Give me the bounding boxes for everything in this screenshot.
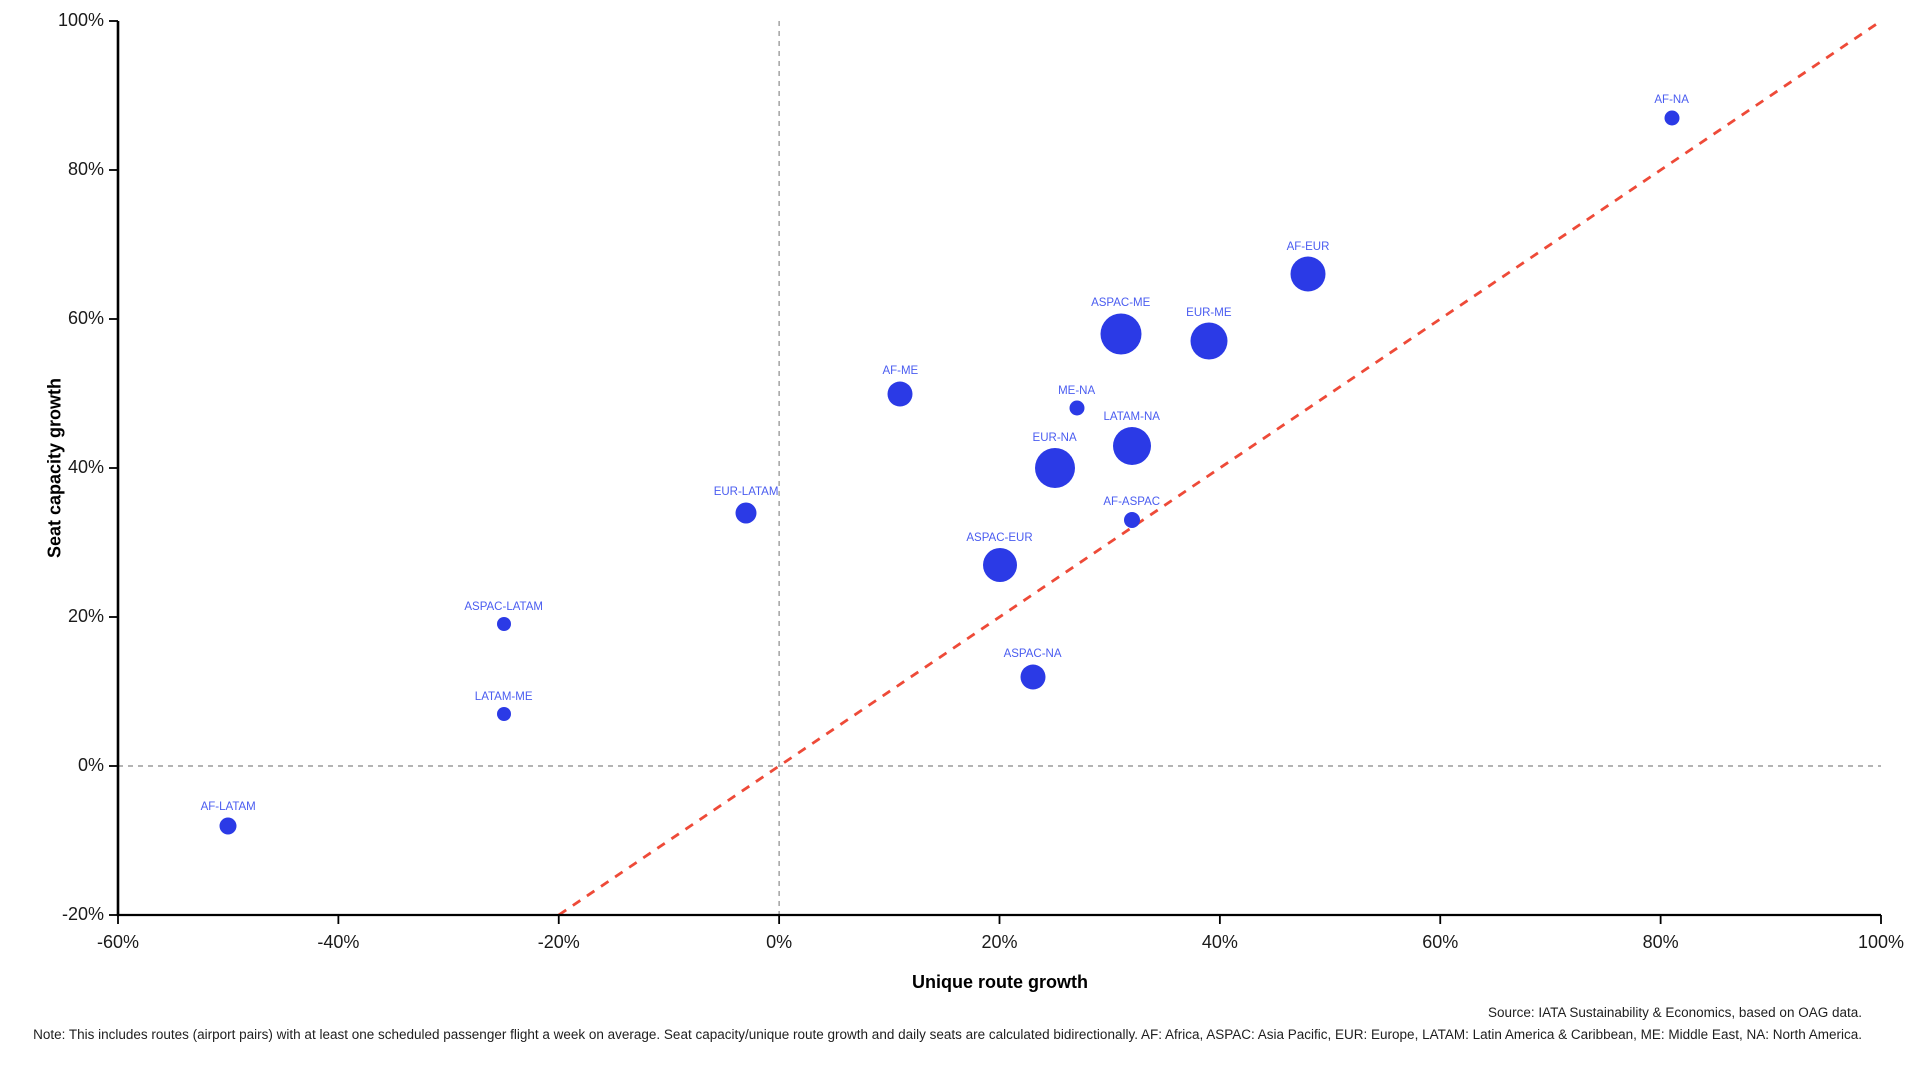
data-point-bubble-latam-me: [496, 706, 511, 721]
data-point-bubble-me-na: [1069, 400, 1085, 416]
data-point-bubble-af-eur: [1290, 256, 1326, 292]
note-text: Note: This includes routes (airport pair…: [33, 1027, 1862, 1042]
data-point-bubble-af-na: [1664, 110, 1680, 126]
data-point-label-af-eur: AF-EUR: [1286, 240, 1330, 253]
data-point-label-latam-me: LATAM-ME: [474, 690, 533, 703]
data-point-label-me-na: ME-NA: [1058, 384, 1096, 397]
x-tick-label: 60%: [1422, 932, 1459, 952]
source-text: Source: IATA Sustainability & Economics,…: [1488, 1005, 1862, 1020]
x-tick-label: 0%: [766, 932, 793, 952]
data-point-label-aspac-eur: ASPAC-EUR: [966, 531, 1033, 544]
data-point-label-eur-na: EUR-NA: [1032, 432, 1077, 444]
x-tick-label: 80%: [1642, 932, 1679, 952]
x-tick-label: -20%: [537, 932, 580, 952]
y-tick-label: 80%: [67, 159, 104, 179]
data-point-bubble-af-me: [887, 381, 913, 406]
data-point-label-aspac-latam: ASPAC-LATAM: [464, 601, 543, 614]
y-tick-label: 60%: [67, 308, 104, 328]
data-point-bubble-af-aspac: [1123, 512, 1140, 529]
parity-line: [557, 19, 1882, 917]
y-tick-label: 20%: [67, 606, 104, 626]
x-tick-label: 100%: [1857, 932, 1905, 952]
data-point-bubble-eur-na: [1034, 448, 1075, 488]
data-point-label-latam-na: LATAM-NA: [1103, 410, 1160, 423]
y-tick-label: 100%: [57, 10, 104, 30]
x-tick-label: -60%: [96, 932, 140, 952]
x-tick-label: 20%: [981, 932, 1018, 952]
x-tick-label: 40%: [1201, 932, 1238, 952]
data-point-bubble-af-latam: [219, 817, 237, 835]
data-point-label-af-latam: AF-LATAM: [200, 801, 256, 814]
data-point-bubble-aspac-eur: [982, 547, 1017, 582]
data-point-label-aspac-me: ASPAC-ME: [1091, 297, 1151, 310]
data-point-label-af-na: AF-NA: [1654, 94, 1689, 107]
data-point-label-af-me: AF-ME: [882, 365, 919, 377]
data-point-bubble-aspac-na: [1020, 664, 1046, 690]
x-axis-title: Unique route growth: [912, 972, 1088, 992]
data-point-label-eur-me: EUR-ME: [1186, 306, 1232, 319]
data-point-bubble-eur-latam: [735, 502, 757, 524]
data-point-label-af-aspac: AF-ASPAC: [1103, 496, 1161, 509]
y-tick-label: 40%: [67, 457, 104, 477]
data-point-bubble-eur-me: [1190, 322, 1228, 360]
data-point-label-aspac-na: ASPAC-NA: [1003, 648, 1062, 661]
x-tick-label: -40%: [317, 932, 360, 952]
data-point-label-eur-latam: EUR-LATAM: [713, 486, 779, 499]
y-tick-label: 0%: [77, 755, 104, 775]
data-point-bubble-aspac-me: [1100, 313, 1142, 355]
data-point-bubble-latam-na: [1112, 426, 1151, 465]
data-point-bubble-aspac-latam: [496, 617, 511, 632]
y-tick-label: -20%: [61, 904, 104, 924]
chart-footnotes: Source: IATA Sustainability & Economics,…: [18, 1002, 1862, 1045]
